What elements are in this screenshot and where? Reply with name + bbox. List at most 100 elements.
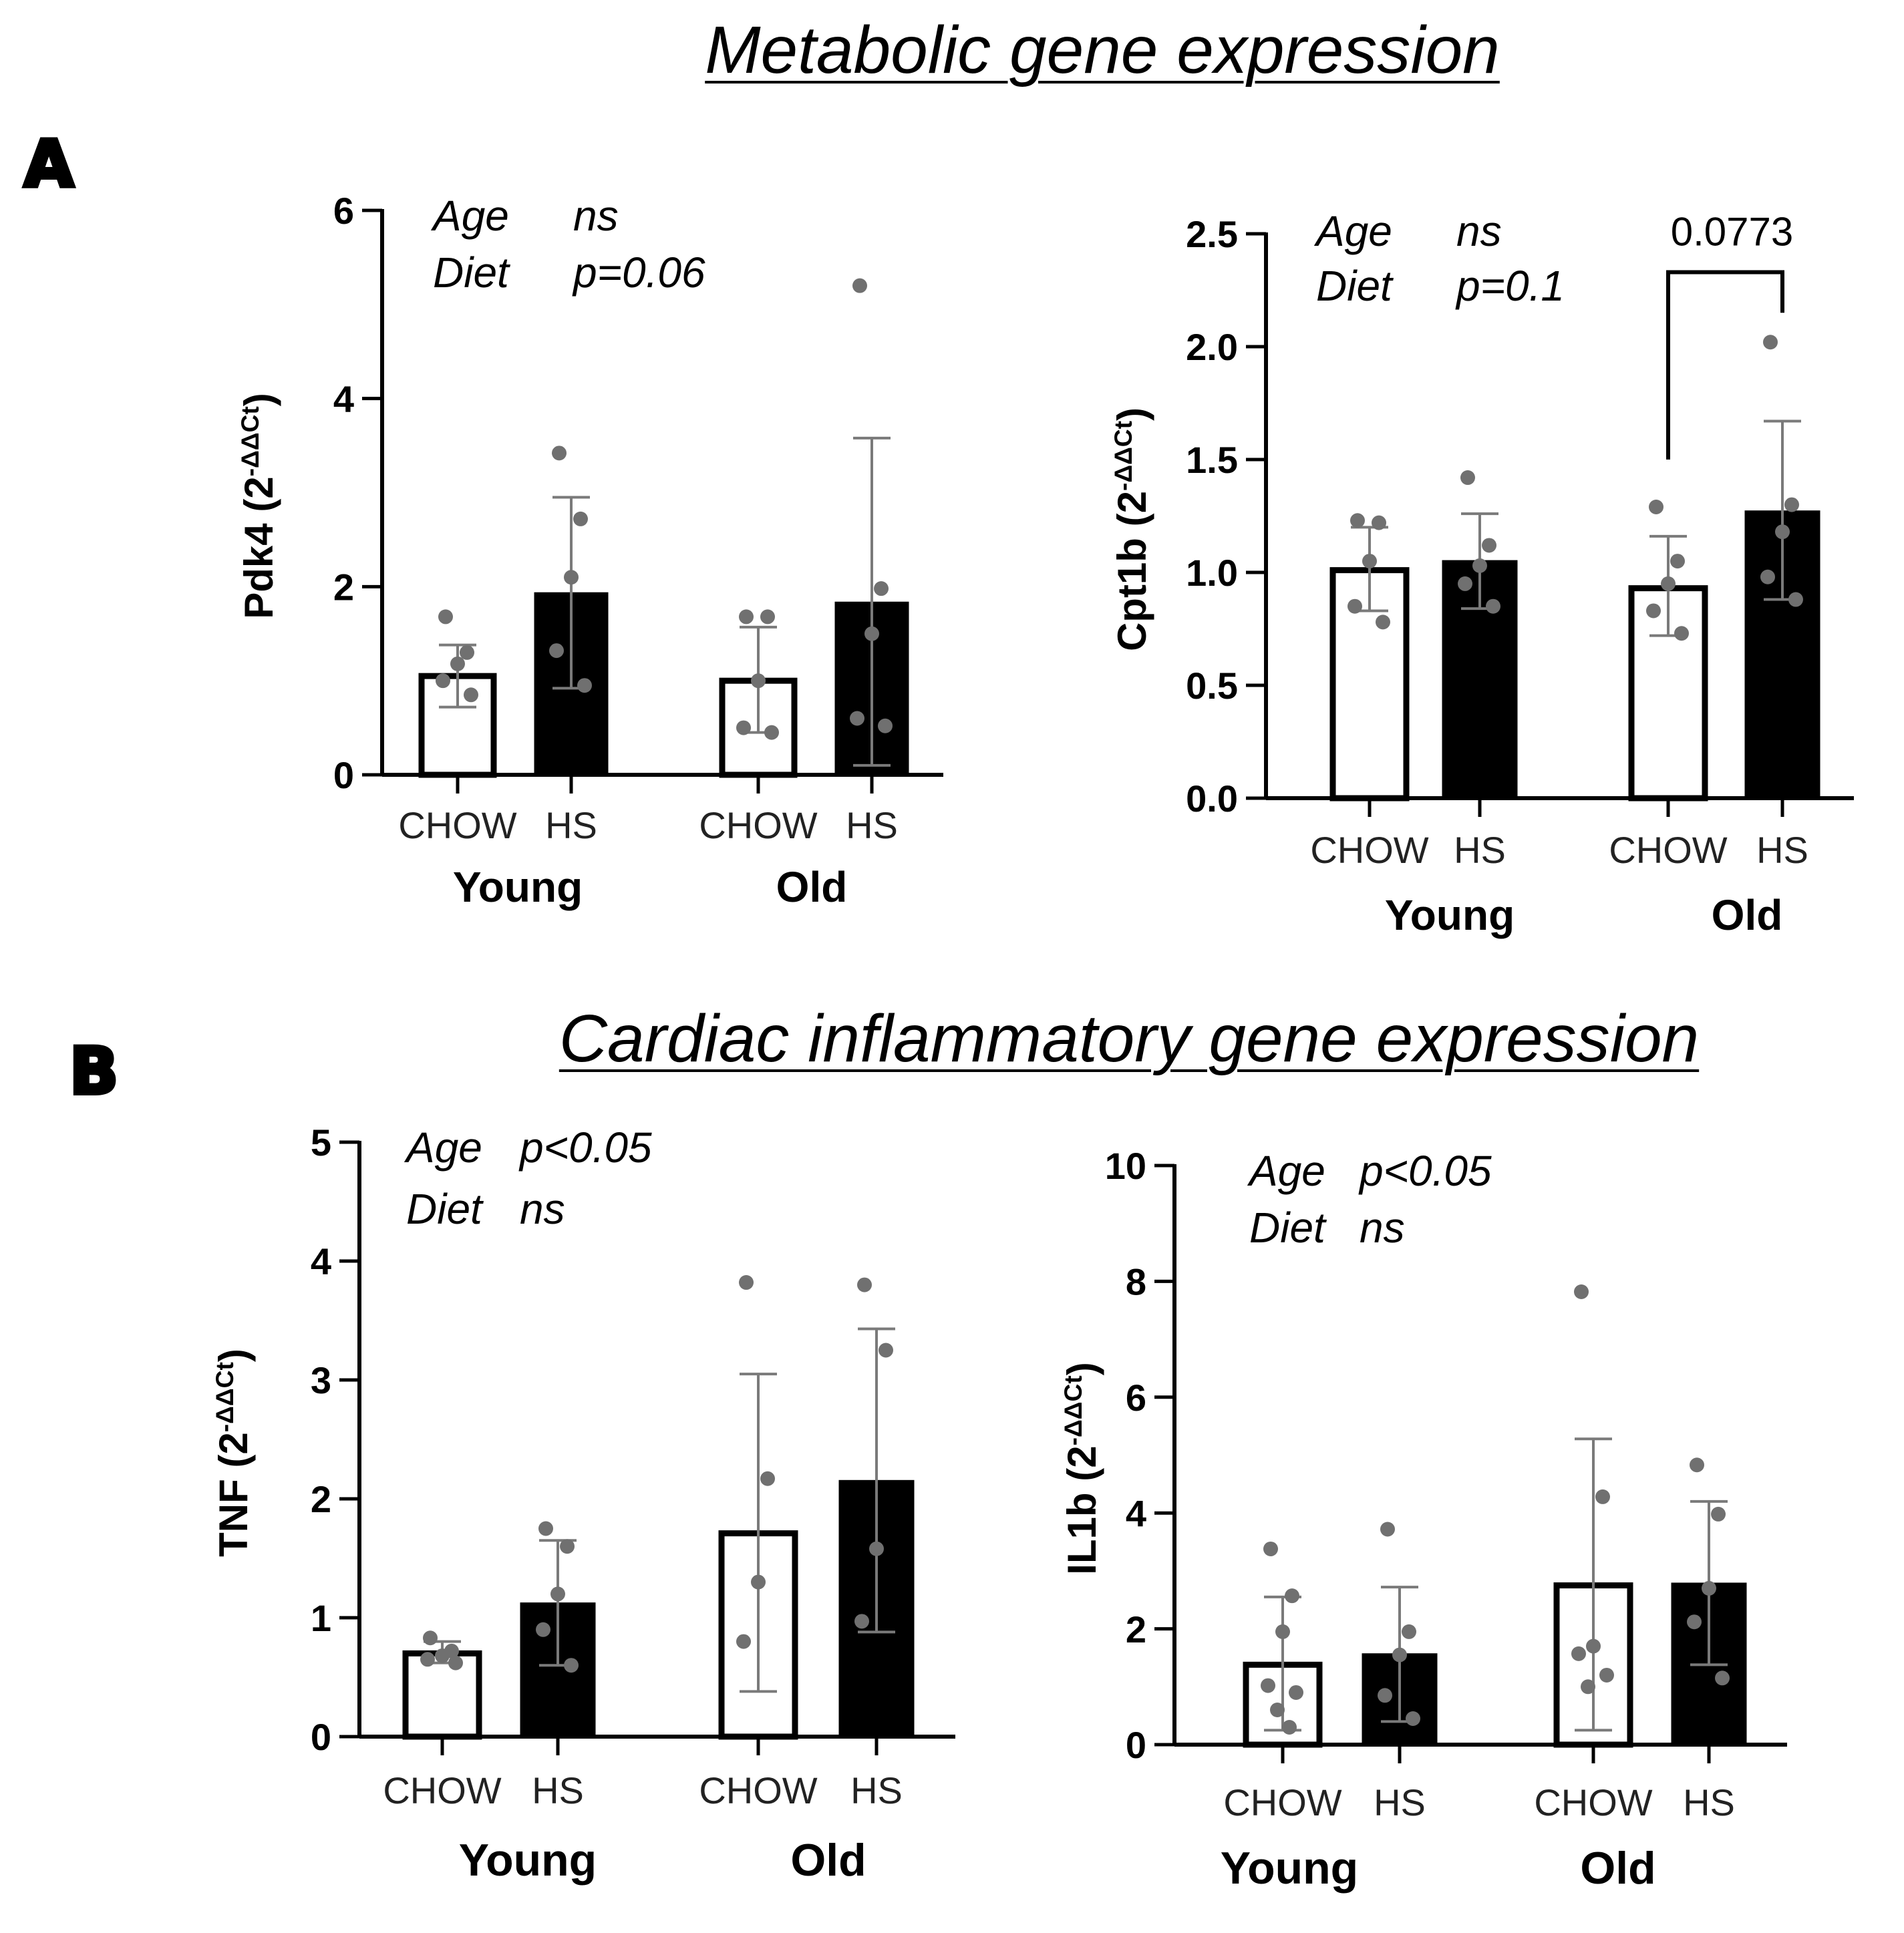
chart-tnf: 0 1 2 3 4 5 TNF (2-ΔΔCt) CHOW HS CHOW HS Young Old Ag… (210, 1121, 955, 1886)
data-point (751, 673, 766, 689)
y-tick-label: 2 (1126, 1608, 1146, 1650)
bar-young-chow (402, 1650, 482, 1740)
data-point (1702, 1580, 1716, 1596)
data-point (1581, 1679, 1595, 1695)
data-point (564, 570, 579, 585)
data-point (448, 1655, 463, 1671)
stat-factor: Diet (433, 248, 510, 297)
data-point (736, 1634, 751, 1649)
stat-factor: Diet (1316, 262, 1394, 310)
category-label: HS (532, 1769, 584, 1811)
data-point (751, 1574, 766, 1590)
stat-factor: Age (1247, 1147, 1325, 1195)
y-tick-label: 4 (311, 1240, 331, 1282)
data-point (560, 1539, 575, 1554)
stat-factor: Age (1313, 207, 1392, 255)
data-point (420, 1652, 435, 1667)
data-point (1574, 1284, 1589, 1300)
data-point (1362, 554, 1377, 569)
data-point (1760, 569, 1775, 584)
y-axis-label: TNF (2-ΔΔCt) (210, 1349, 256, 1557)
data-point (739, 609, 754, 625)
category-label: HS (1454, 829, 1506, 871)
y-axis-label: Pdk4 (2-ΔΔCt) (236, 393, 281, 619)
data-point (1380, 1522, 1395, 1537)
data-point (450, 656, 465, 671)
data-point (1263, 1541, 1278, 1556)
data-point (864, 626, 879, 641)
data-point (1784, 497, 1799, 512)
data-point (1670, 554, 1685, 569)
chart-pdk4: 0 2 4 6 Pdk4 (2-ΔΔCt) CHOW HS CHOW HS Young Old Age… (236, 190, 943, 911)
group-label-young: Young (459, 1835, 597, 1886)
data-point (436, 673, 450, 689)
category-label: CHOW (1223, 1781, 1341, 1823)
stat-value: p<0.05 (518, 1123, 652, 1172)
group-label-old: Old (790, 1835, 866, 1886)
data-point (1649, 499, 1663, 514)
data-point (1458, 576, 1472, 591)
data-point (874, 581, 889, 596)
data-point (854, 1614, 869, 1629)
data-point (1711, 1506, 1726, 1522)
comparison-p-value: 0.0773 (1671, 209, 1794, 254)
group-label-young: Young (1221, 1843, 1358, 1894)
data-point (1595, 1489, 1610, 1504)
data-point (1482, 538, 1496, 553)
stat-value: ns (1456, 207, 1502, 255)
group-label-old: Old (776, 863, 848, 911)
data-point (1392, 1647, 1407, 1662)
data-point (1586, 1638, 1601, 1654)
y-tick-label: 2.5 (1186, 213, 1238, 255)
y-tick-label: 0 (1126, 1724, 1146, 1766)
data-point (857, 1277, 872, 1292)
group-label-young: Young (453, 863, 583, 911)
data-point (1763, 335, 1778, 350)
data-point (552, 446, 567, 461)
data-point (1687, 1614, 1702, 1630)
data-point (1350, 513, 1365, 528)
stat-value: p=0.06 (572, 248, 705, 297)
data-point (1674, 626, 1689, 641)
category-label: CHOW (1534, 1781, 1652, 1823)
data-point (1282, 1719, 1297, 1735)
data-point (760, 609, 775, 625)
data-point (435, 1648, 450, 1663)
category-label: CHOW (1310, 829, 1428, 871)
data-point (869, 1541, 884, 1556)
data-point (1661, 576, 1676, 591)
data-point (1270, 1702, 1285, 1717)
data-point (538, 1521, 553, 1536)
y-tick-label: 2 (311, 1478, 331, 1520)
category-label: HS (1374, 1781, 1426, 1823)
data-point (573, 511, 588, 526)
y-tick-label: 4 (333, 378, 354, 420)
data-point (438, 609, 453, 625)
group-label-old: Old (1580, 1843, 1655, 1894)
data-point (1690, 1457, 1704, 1473)
data-point (764, 725, 779, 740)
y-tick-label: 2 (333, 566, 354, 608)
data-point (549, 643, 564, 659)
data-point (736, 720, 751, 735)
data-point (1285, 1588, 1299, 1604)
data-point (850, 711, 864, 726)
y-tick-label: 1.0 (1186, 552, 1238, 594)
y-tick-label: 0.0 (1186, 777, 1238, 820)
stat-factor: Age (404, 1123, 482, 1172)
data-point (1472, 558, 1487, 573)
data-point (1599, 1667, 1614, 1683)
stat-value: p=0.1 (1455, 262, 1565, 310)
data-point (1261, 1678, 1275, 1693)
panel-letter-b: B (67, 1032, 120, 1111)
category-label: HS (1683, 1781, 1735, 1823)
y-tick-label: 0 (333, 754, 354, 796)
stat-value: p<0.05 (1358, 1147, 1492, 1195)
data-point (1775, 524, 1790, 540)
category-label: HS (850, 1769, 903, 1811)
data-point (878, 718, 893, 733)
section-title-inflammatory: Cardiac inflammatory gene expression (559, 1001, 1700, 1076)
category-label: HS (846, 804, 898, 846)
data-point (536, 1622, 550, 1637)
